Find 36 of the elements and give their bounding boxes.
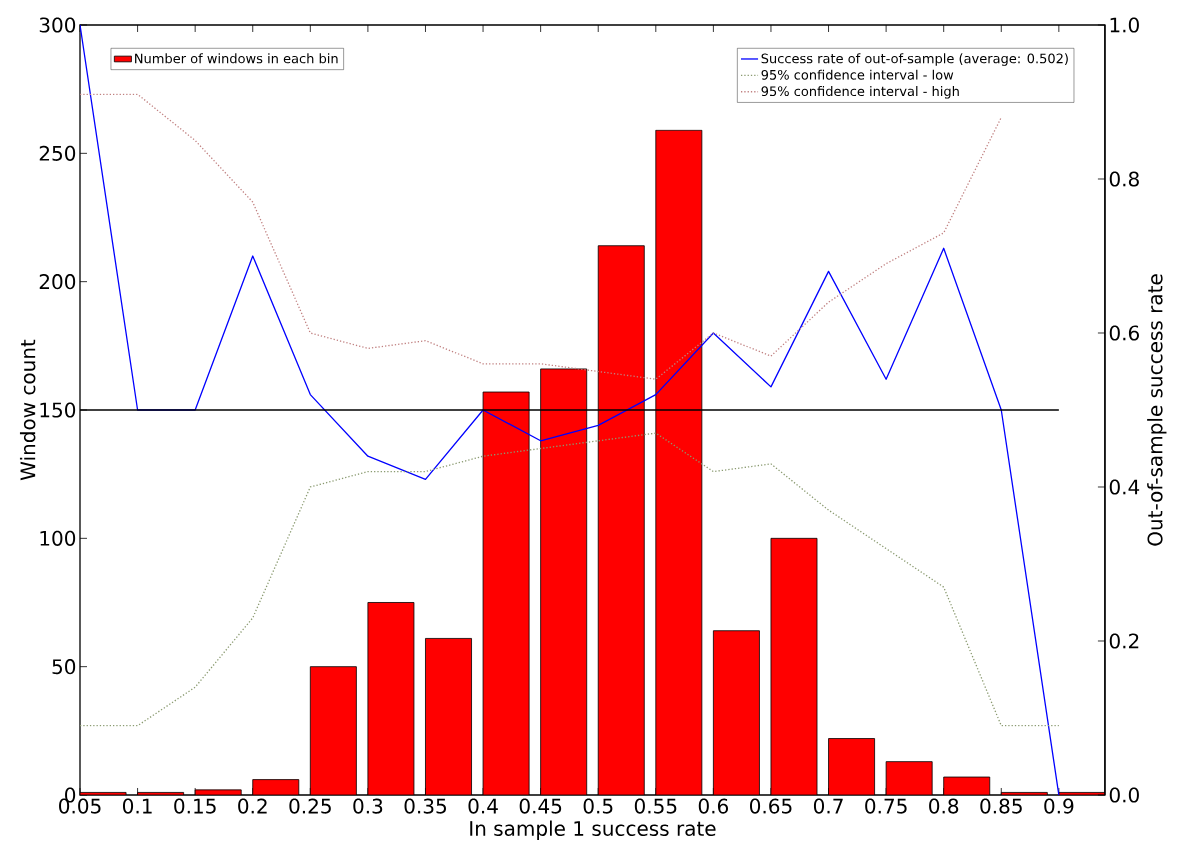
x-tick-label: 0.6 bbox=[698, 798, 729, 814]
x-tick-label: 0.1 bbox=[123, 798, 152, 814]
y2-tick-label: 0.6 bbox=[1109, 325, 1139, 341]
x-tick-label: 0.5 bbox=[583, 798, 613, 814]
x-axis-title: In sample 1 success rate bbox=[470, 820, 716, 840]
y-tick-label: 200 bbox=[39, 274, 76, 290]
legend-label: 95% confidence interval - low bbox=[761, 69, 954, 80]
x-tick-label: 0.7 bbox=[813, 798, 843, 814]
y2-tick-label: 0.0 bbox=[1109, 787, 1139, 803]
y-tick-label: 150 bbox=[40, 402, 76, 418]
y-tick-label: 50 bbox=[52, 659, 76, 675]
y-tick-label: 100 bbox=[40, 530, 76, 546]
x-tick-label: 0.65 bbox=[750, 798, 792, 814]
legend-label: Number of windows in each bin bbox=[135, 53, 338, 64]
y2-tick-label: 0.2 bbox=[1109, 633, 1139, 649]
y2-tick-label: 1.0 bbox=[1110, 17, 1139, 33]
x-tick-label: 0.15 bbox=[174, 798, 216, 814]
legend-label: 95% confidence interval - high bbox=[761, 86, 959, 99]
x-tick-label: 0.9 bbox=[1044, 798, 1074, 814]
x-tick-label: 0.3 bbox=[353, 798, 383, 814]
y-tick-label: 300 bbox=[39, 17, 76, 33]
x-tick-label: 0.85 bbox=[980, 798, 1022, 814]
y-tick-label: 250 bbox=[39, 145, 76, 161]
y2-axis-title: Out-of-sample success rate bbox=[1147, 274, 1167, 546]
x-tick-label: 0.75 bbox=[865, 798, 907, 814]
y-axis-title: Window count bbox=[19, 339, 36, 481]
x-tick-label: 0.2 bbox=[238, 798, 267, 814]
y2-tick-label: 0.4 bbox=[1109, 479, 1140, 495]
x-tick-label: 0.45 bbox=[519, 798, 562, 814]
y2-tick-label: 0.8 bbox=[1109, 171, 1139, 187]
x-tick-label: 0.25 bbox=[289, 798, 331, 814]
x-tick-label: 0.55 bbox=[634, 798, 677, 814]
x-tick-label: 0.4 bbox=[468, 798, 498, 814]
x-tick-label: 0.8 bbox=[929, 798, 959, 814]
x-tick-label: 0.35 bbox=[404, 798, 446, 814]
legend-label: Success rate of out-of-sample (average: 0.502) bbox=[761, 53, 1068, 66]
